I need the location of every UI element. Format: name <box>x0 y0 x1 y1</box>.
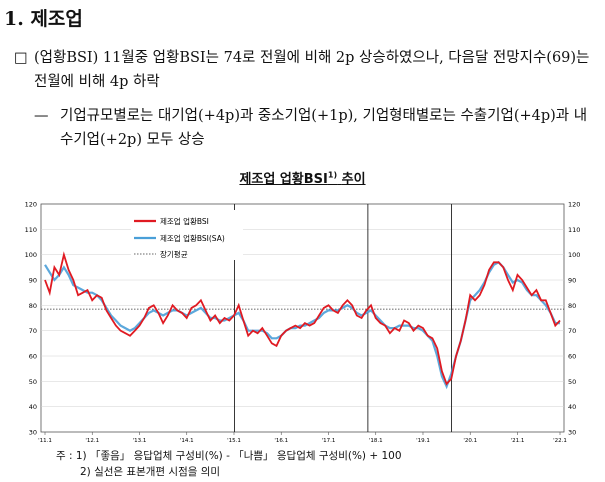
plot-frame <box>40 203 565 433</box>
legend: 제조업 업황BSI 제조업 업황BSI(SA) 장기평균 <box>131 210 243 260</box>
y-tick-label-right: 50 <box>568 378 576 386</box>
y-tick-label-left: 120 <box>25 201 37 209</box>
legend-label-bsi: 제조업 업황BSI <box>160 216 209 226</box>
chart-title-footnote-marker: 1) <box>327 170 338 180</box>
series-line-bsi <box>44 251 561 386</box>
y-tick-label-left: 100 <box>25 251 37 259</box>
chart-title-suffix: 추이 <box>341 172 366 187</box>
chart-title-text: 제조업 업황BSI <box>239 172 328 187</box>
y-tick-label-right: 80 <box>568 302 576 310</box>
y-tick-label-right: 40 <box>568 403 576 411</box>
legend-label-average: 장기평균 <box>160 249 188 259</box>
y-tick-label-left: 110 <box>25 226 37 234</box>
y-tick-label-left: 30 <box>29 429 37 437</box>
y-tick-label-left: 80 <box>29 302 37 310</box>
x-tick-label: '13.1 <box>133 438 147 444</box>
detail-text: 기업규모별로는 대기업(+4p)과 중소기업(+1p), 기업형태별로는 수출기… <box>60 108 588 148</box>
x-tick-label: '16.1 <box>274 438 288 444</box>
y-tick-label-right: 70 <box>568 327 576 335</box>
y-tick-label-left: 60 <box>29 353 37 361</box>
y-tick-label-left: 70 <box>29 327 37 335</box>
y-tick-label-left: 40 <box>29 403 37 411</box>
bsi-line-chart: 30 40 50 60 70 80 90 100 110 120 30 40 50 60 70 80 90 10… <box>25 201 581 445</box>
x-tick-label: '21.1 <box>511 438 525 444</box>
y-tick-label-right: 120 <box>568 201 580 209</box>
x-tick-label: '17.1 <box>322 438 336 444</box>
y-tick-label-right: 100 <box>568 251 580 259</box>
y-tick-label-left: 50 <box>29 378 37 386</box>
x-tick-label: '15.1 <box>227 438 241 444</box>
footnote-2: 2) 실선은 표본개편 시점을 의미 <box>80 466 221 478</box>
x-tick-label: '14.1 <box>180 438 194 444</box>
x-tick-label: '20.1 <box>463 438 477 444</box>
x-tick-label: '18.1 <box>369 438 383 444</box>
chart-title: 제조업 업황BSI1) 추이 <box>0 168 605 187</box>
square-bullet-icon: □ <box>14 50 28 66</box>
y-tick-label-right: 90 <box>568 277 576 285</box>
y-tick-label-right: 60 <box>568 353 576 361</box>
y-tick-label-right: 110 <box>568 226 580 234</box>
y-tick-label-left: 90 <box>29 277 37 285</box>
y-tick-label-right: 30 <box>568 429 576 437</box>
x-tick-label: '22.1 <box>553 438 567 444</box>
x-tick-label: '11.1 <box>38 438 52 444</box>
x-tick-label: '12.1 <box>85 438 99 444</box>
legend-label-sa: 제조업 업황BSI(SA) <box>160 233 225 243</box>
x-tick-label: '19.1 <box>416 438 430 444</box>
footnote-1: 주 : 1) 「좋음」 응답업체 구성비(%) - 「나쁨」 응답업체 구성비(… <box>56 450 402 462</box>
summary-text: (업황BSI) 11월중 업황BSI는 74로 전월에 비해 2p 상승하였으나… <box>34 50 590 90</box>
dash-bullet-icon: — <box>34 108 49 124</box>
section-heading: 1. 제조업 <box>4 8 83 30</box>
